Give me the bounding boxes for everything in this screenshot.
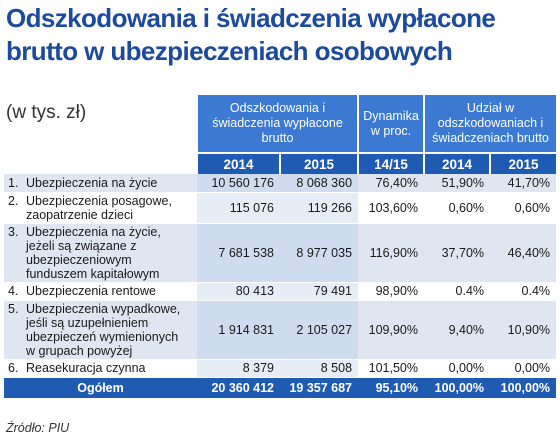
cell-value-2015: 2 105 027 xyxy=(280,300,359,360)
header-group-payouts: Odszkodowania i świadczenia wypłacone br… xyxy=(195,95,359,153)
total-share-2014: 100,00% xyxy=(424,377,491,399)
cell-dynamics: 98,90% xyxy=(358,282,425,301)
header-spacer xyxy=(4,153,197,174)
cell-value-2014: 10 560 176 xyxy=(197,174,280,193)
chart-title: Odszkodowania i świadczenia wypłacone br… xyxy=(6,3,496,66)
header-dynamics-period: 14/15 xyxy=(357,152,425,174)
total-dynamics: 95,10% xyxy=(358,377,425,399)
table-row: 6. Reasekuracja czynna 8 379 8 508 101,50% 0,… xyxy=(4,359,557,378)
cell-share-2015: 0,00% xyxy=(490,359,557,378)
cell-value-2014: 7 681 538 xyxy=(197,223,280,283)
row-name: Reasekuracja czynna xyxy=(26,361,146,375)
cell-value-2015: 119 266 xyxy=(280,192,359,224)
total-value-2014: 20 360 412 xyxy=(197,377,280,399)
row-name: Ubezpieczenia na życie, jeżeli są związa… xyxy=(26,224,161,281)
cell-value-2015: 8 977 035 xyxy=(280,223,359,283)
row-name: Ubezpieczenia rentowe xyxy=(26,284,156,298)
row-name: Ubezpieczenia posagowe, zaopatrzenie dzi… xyxy=(26,193,172,222)
row-label: 4. Ubezpieczenia rentowe xyxy=(4,282,197,301)
cell-share-2014: 9,40% xyxy=(424,300,491,360)
total-label: Ogółem xyxy=(4,377,197,399)
cell-share-2014: 0,00% xyxy=(424,359,491,378)
row-index: 4. xyxy=(8,284,19,298)
source-note: Źródło: PIU xyxy=(6,421,70,435)
cell-share-2014: 37,70% xyxy=(424,223,491,283)
cell-value-2014: 80 413 xyxy=(197,282,280,301)
cell-value-2015: 79 491 xyxy=(280,282,359,301)
row-index: 1. xyxy=(8,175,19,190)
table-row: 4. Ubezpieczenia rentowe 80 413 79 491 98,90… xyxy=(4,282,557,301)
row-label: 6. Reasekuracja czynna xyxy=(4,359,197,378)
data-table: Odszkodowania i świadczenia wypłacone br… xyxy=(4,95,557,399)
header-group-share: Udział w odszkodowaniach i świadczeniach… xyxy=(423,95,557,153)
cell-share-2015: 41,70% xyxy=(490,174,557,193)
row-index: 6. xyxy=(8,361,19,375)
total-value-2015: 19 357 687 xyxy=(280,377,359,399)
cell-dynamics: 76,40% xyxy=(358,174,425,193)
header-group-dynamics: Dynamika w proc. xyxy=(357,95,425,153)
cell-dynamics: 116,90% xyxy=(358,223,425,283)
cell-share-2014: 51,90% xyxy=(424,174,491,193)
cell-dynamics: 103,60% xyxy=(358,192,425,224)
table-row: 3. Ubezpieczenia na życie, jeżeli są zwią… xyxy=(4,223,557,283)
table-row: 1. Ubezpieczenia na życie 10 560 176 8 068 … xyxy=(4,174,557,193)
cell-share-2015: 46,40% xyxy=(490,223,557,283)
cell-value-2014: 115 076 xyxy=(197,192,280,224)
table-row: 5. Ubezpieczenia wypadkowe, jeśli są uzup… xyxy=(4,300,557,360)
cell-value-2015: 8 068 360 xyxy=(280,174,359,193)
cell-share-2015: 10,90% xyxy=(490,300,557,360)
cell-share-2014: 0.4% xyxy=(424,282,491,301)
cell-dynamics: 101,50% xyxy=(358,359,425,378)
row-index: 2. xyxy=(8,193,19,208)
row-label: 2. Ubezpieczenia posagowe, zaopatrzenie d… xyxy=(4,192,197,224)
header-year-2014: 2014 xyxy=(196,152,280,174)
row-name: Ubezpieczenia na życie xyxy=(26,175,158,190)
total-row: Ogółem 20 360 412 19 357 687 95,10% 100,00% 1… xyxy=(4,377,557,399)
table-row: 2. Ubezpieczenia posagowe, zaopatrzenie d… xyxy=(4,192,557,224)
header-share-2014: 2014 xyxy=(423,152,491,174)
unit-label: (w tys. zł) xyxy=(6,102,87,123)
header-spacer xyxy=(4,95,197,153)
total-share-2015: 100,00% xyxy=(490,377,557,399)
cell-value-2014: 1 914 831 xyxy=(197,300,280,360)
header-year-2015: 2015 xyxy=(278,152,359,174)
row-label: 5. Ubezpieczenia wypadkowe, jeśli są uzup… xyxy=(4,300,197,360)
cell-share-2015: 0,60% xyxy=(490,192,557,224)
cell-share-2014: 0,60% xyxy=(424,192,491,224)
row-name: Ubezpieczenia wypadkowe, jeśli są uzupeł… xyxy=(26,301,181,358)
row-index: 5. xyxy=(8,301,19,316)
cell-value-2015: 8 508 xyxy=(280,359,359,378)
row-label: 1. Ubezpieczenia na życie xyxy=(4,174,197,193)
cell-value-2014: 8 379 xyxy=(197,359,280,378)
header-share-2015: 2015 xyxy=(489,152,557,174)
row-index: 3. xyxy=(8,224,19,239)
cell-dynamics: 109,90% xyxy=(358,300,425,360)
row-label: 3. Ubezpieczenia na życie, jeżeli są zwią… xyxy=(4,223,197,283)
cell-share-2015: 0.4% xyxy=(490,282,557,301)
